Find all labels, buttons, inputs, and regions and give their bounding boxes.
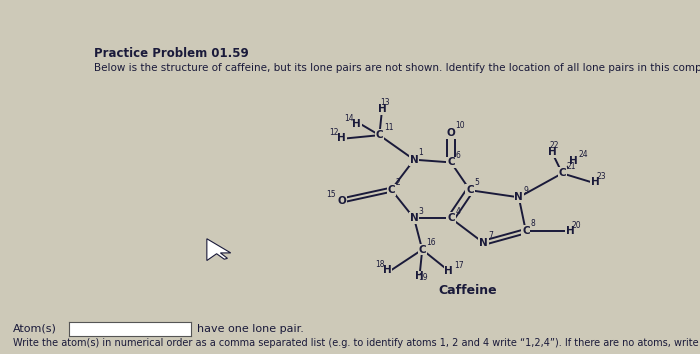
Text: C: C	[419, 245, 426, 255]
Text: 4: 4	[455, 207, 460, 216]
Text: C: C	[447, 213, 455, 223]
Text: H: H	[547, 147, 556, 157]
Text: 15: 15	[326, 190, 336, 199]
Text: 21: 21	[566, 161, 576, 171]
Text: 1: 1	[419, 148, 423, 157]
Text: 14: 14	[344, 114, 354, 123]
Text: O: O	[447, 128, 456, 138]
Text: 10: 10	[455, 121, 465, 130]
Text: 23: 23	[596, 172, 606, 181]
Polygon shape	[207, 239, 231, 261]
Text: 12: 12	[330, 128, 339, 137]
Text: 8: 8	[530, 219, 535, 228]
Text: 2: 2	[395, 178, 400, 187]
Text: 16: 16	[426, 238, 436, 247]
Text: C: C	[376, 130, 383, 140]
Text: N: N	[410, 213, 419, 223]
Text: 17: 17	[454, 261, 464, 269]
Text: H: H	[444, 266, 453, 276]
Text: N: N	[410, 155, 419, 165]
Text: 19: 19	[418, 273, 428, 282]
Text: 9: 9	[523, 185, 528, 195]
Text: 6: 6	[455, 151, 460, 160]
Text: O: O	[337, 195, 346, 206]
Text: C: C	[522, 226, 530, 236]
Text: N: N	[479, 238, 488, 248]
Text: Practice Problem 01.59: Practice Problem 01.59	[94, 47, 248, 59]
Text: Below is the structure of caffeine, but its lone pairs are not shown. Identify t: Below is the structure of caffeine, but …	[94, 63, 700, 73]
Text: H: H	[591, 177, 600, 187]
Text: 20: 20	[571, 221, 581, 230]
Text: 24: 24	[578, 150, 588, 159]
Text: C: C	[466, 185, 474, 195]
Text: 13: 13	[381, 98, 390, 107]
Text: Write the atom(s) in numerical order as a comma separated list (e.g. to identify: Write the atom(s) in numerical order as …	[13, 338, 700, 348]
Text: C: C	[559, 168, 566, 178]
Text: 22: 22	[550, 141, 559, 150]
Text: H: H	[378, 104, 386, 114]
Text: 5: 5	[475, 178, 480, 188]
Text: H: H	[352, 119, 361, 129]
Text: H: H	[337, 133, 346, 143]
Text: Caffeine: Caffeine	[438, 284, 496, 297]
Text: N: N	[514, 192, 523, 202]
Text: have one lone pair.: have one lone pair.	[197, 324, 304, 333]
Text: H: H	[568, 156, 578, 166]
Text: H: H	[382, 265, 391, 275]
Text: H: H	[415, 272, 424, 281]
Text: 18: 18	[375, 260, 384, 269]
Text: 11: 11	[384, 124, 393, 132]
Text: Atom(s): Atom(s)	[13, 324, 57, 333]
Text: C: C	[447, 158, 455, 167]
Text: 7: 7	[488, 231, 493, 240]
Text: H: H	[566, 226, 575, 236]
Text: C: C	[388, 185, 395, 195]
Text: 3: 3	[419, 207, 423, 216]
